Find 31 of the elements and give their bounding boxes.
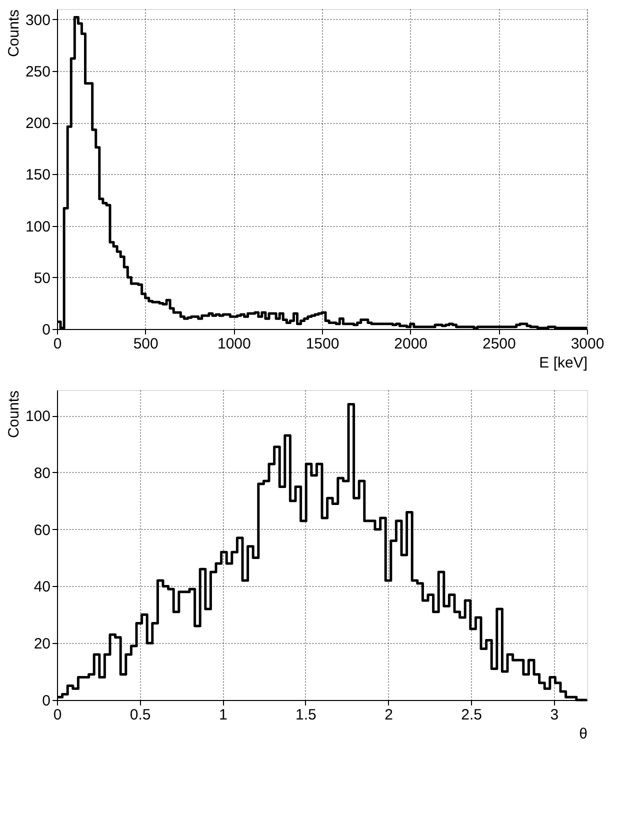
x-tick-label: 0 [53,336,62,352]
x-tick-label: 2 [384,706,393,724]
x-tick-label: 1000 [217,336,251,352]
y-tick-label: 20 [34,636,50,653]
x-axis-title: E [keV] [539,354,588,372]
x-tick-label: 2500 [482,336,516,352]
x-axis-title: θ [579,726,588,742]
y-tick-label: 150 [25,166,50,184]
x-tick-label: 500 [133,336,158,352]
x-tick-label: 1.5 [296,706,316,724]
x-tick-label: 3000 [570,336,604,352]
y-tick-label: 100 [25,218,50,236]
x-tick-label: 1500 [306,336,340,352]
x-tick-label: 2.5 [461,706,482,724]
y-tick-label: 60 [34,522,50,539]
y-tick-label: 40 [34,578,50,596]
x-tick-label: 0.5 [130,706,151,724]
y-axis-title: Counts [5,390,22,438]
x-tick-label: 1 [218,706,228,724]
x-tick-label: 3 [550,706,559,724]
y-tick-label: 0 [42,322,50,338]
x-tick-label: 2000 [394,336,428,352]
y-tick-label: 300 [25,12,50,29]
y-tick-label: 0 [42,692,50,710]
y-tick-label: 200 [25,115,50,132]
x-tick-label: 0 [53,706,62,724]
y-axis-title: Counts [5,10,22,58]
y-tick-label: 250 [25,63,50,80]
y-tick-label: 80 [34,464,50,482]
y-tick-label: 50 [34,270,50,287]
y-tick-label: 100 [25,408,50,426]
